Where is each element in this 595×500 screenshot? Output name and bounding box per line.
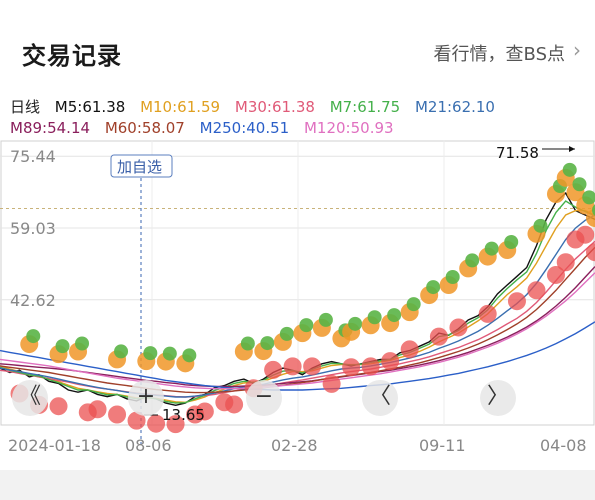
zoom-out-button[interactable]: − bbox=[246, 380, 282, 416]
market-link[interactable]: 看行情，查BS点 bbox=[433, 44, 565, 65]
add-watch-box bbox=[110, 154, 173, 178]
sell-marker-dot bbox=[182, 348, 197, 363]
zoom-in-button[interactable]: + bbox=[128, 380, 164, 416]
chevron-right-icon[interactable]: › bbox=[573, 38, 581, 62]
price-chart[interactable]: 75.44 59.03 42.62 71.58 13.65 加自选 2024-01-18 08… bbox=[0, 140, 595, 458]
buy-marker bbox=[556, 253, 575, 272]
max-arrow-head bbox=[569, 146, 575, 152]
y-tick-label: 59.03 bbox=[10, 219, 56, 238]
sell-marker-dot bbox=[484, 241, 499, 256]
sell-marker-dot bbox=[162, 346, 177, 361]
x-tick-label: 08-06 bbox=[125, 436, 172, 455]
sell-marker-dot bbox=[572, 177, 587, 192]
ma-line bbox=[0, 272, 595, 390]
sell-marker-dot bbox=[55, 339, 70, 354]
sell-marker-dot bbox=[406, 297, 421, 312]
sell-marker-dot bbox=[426, 280, 441, 295]
buy-marker bbox=[342, 358, 361, 377]
ma-label: M60:58.07 bbox=[104, 119, 185, 137]
x-tick-label: 09-11 bbox=[419, 436, 466, 455]
trade-record-card: 交易记录 看行情，查BS点 › 日线 M5:61.38 M10:61.59 M3… bbox=[0, 0, 595, 470]
ma-label: M7:61.75 bbox=[329, 98, 401, 116]
buy-marker bbox=[108, 405, 127, 424]
sell-marker-dot bbox=[592, 204, 595, 216]
ma-line bbox=[0, 266, 595, 388]
sell-marker-dot bbox=[367, 310, 382, 325]
x-tick-label: 04-08 bbox=[540, 436, 587, 455]
buy-marker bbox=[127, 411, 146, 430]
buy-marker bbox=[361, 357, 380, 376]
sell-marker-dot bbox=[445, 270, 460, 284]
y-tick-label: 75.44 bbox=[10, 147, 56, 166]
buy-marker bbox=[49, 397, 68, 416]
min-price-label: 13.65 bbox=[162, 406, 205, 424]
sell-marker-dot bbox=[465, 253, 480, 268]
y-tick-label: 42.62 bbox=[10, 291, 56, 310]
x-tick-label: 2024-01-18 bbox=[8, 436, 101, 455]
sell-marker-dot bbox=[582, 190, 595, 205]
sell-marker-dot bbox=[348, 316, 363, 331]
ma-legend-row-1: 日线 M5:61.38 M10:61.59 M30:61.38 M7:61.75… bbox=[10, 96, 505, 117]
buy-marker bbox=[449, 318, 468, 337]
sell-marker-dot bbox=[387, 308, 402, 323]
add-watch-label: 加自选 bbox=[117, 158, 162, 176]
ma-line bbox=[0, 321, 595, 391]
buy-marker bbox=[283, 357, 302, 376]
ma-label: M21:62.10 bbox=[414, 98, 495, 116]
ma-label: M89:54.14 bbox=[10, 119, 91, 137]
ma-line bbox=[0, 246, 595, 394]
sell-marker-dot bbox=[533, 218, 548, 233]
sell-marker-dot bbox=[26, 329, 41, 344]
buy-marker bbox=[507, 292, 526, 311]
sell-marker-dot bbox=[318, 312, 333, 327]
sell-marker-dot bbox=[562, 162, 577, 177]
buy-marker bbox=[429, 327, 448, 346]
sell-marker bbox=[586, 209, 595, 228]
buy-marker bbox=[576, 225, 595, 244]
sell-marker-dot bbox=[75, 336, 90, 351]
ma-label: M120:50.93 bbox=[303, 119, 394, 137]
trade-markers bbox=[10, 162, 595, 434]
sell-marker-dot bbox=[143, 346, 158, 361]
scroll-start-button[interactable]: 《 bbox=[12, 380, 48, 416]
buy-marker bbox=[166, 415, 185, 434]
page-title: 交易记录 bbox=[22, 42, 122, 70]
buy-marker bbox=[88, 400, 107, 419]
buy-marker bbox=[225, 395, 244, 414]
ma-label: M30:61.38 bbox=[234, 98, 315, 116]
sell-marker-dot bbox=[260, 336, 275, 351]
max-price-label: 71.58 bbox=[496, 144, 539, 162]
ma-legend-row-2: M89:54.14 M60:58.07 M250:40.51 M120:50.9… bbox=[10, 119, 404, 137]
buy-marker bbox=[303, 357, 322, 376]
scroll-right-button[interactable]: 〉 bbox=[480, 380, 516, 416]
sell-marker-dot bbox=[299, 318, 314, 333]
buy-marker bbox=[147, 414, 166, 433]
buy-marker bbox=[586, 243, 595, 262]
sell-marker-dot bbox=[504, 235, 519, 249]
buy-marker bbox=[195, 402, 214, 421]
buy-marker bbox=[546, 265, 565, 284]
x-tick-label: 02-28 bbox=[271, 436, 318, 455]
axis-labels: 75.44 59.03 42.62 71.58 13.65 加自选 2024-01-18 08… bbox=[8, 144, 587, 455]
period-label: 日线 bbox=[10, 98, 41, 116]
ma-label: M250:40.51 bbox=[199, 119, 290, 137]
ma-line bbox=[0, 214, 595, 398]
buy-marker bbox=[322, 374, 341, 393]
scroll-left-button[interactable]: 〈 bbox=[362, 380, 398, 416]
buy-marker bbox=[478, 304, 497, 323]
ma-label: M5:61.38 bbox=[54, 98, 126, 116]
buy-marker bbox=[400, 340, 419, 359]
buy-marker bbox=[381, 352, 400, 371]
buy-marker bbox=[264, 360, 283, 379]
sell-marker-dot bbox=[114, 344, 129, 359]
ma-label: M10:61.59 bbox=[140, 98, 221, 116]
buy-marker bbox=[527, 281, 546, 300]
sell-marker-dot bbox=[240, 336, 255, 351]
sell-marker-dot bbox=[279, 326, 294, 341]
